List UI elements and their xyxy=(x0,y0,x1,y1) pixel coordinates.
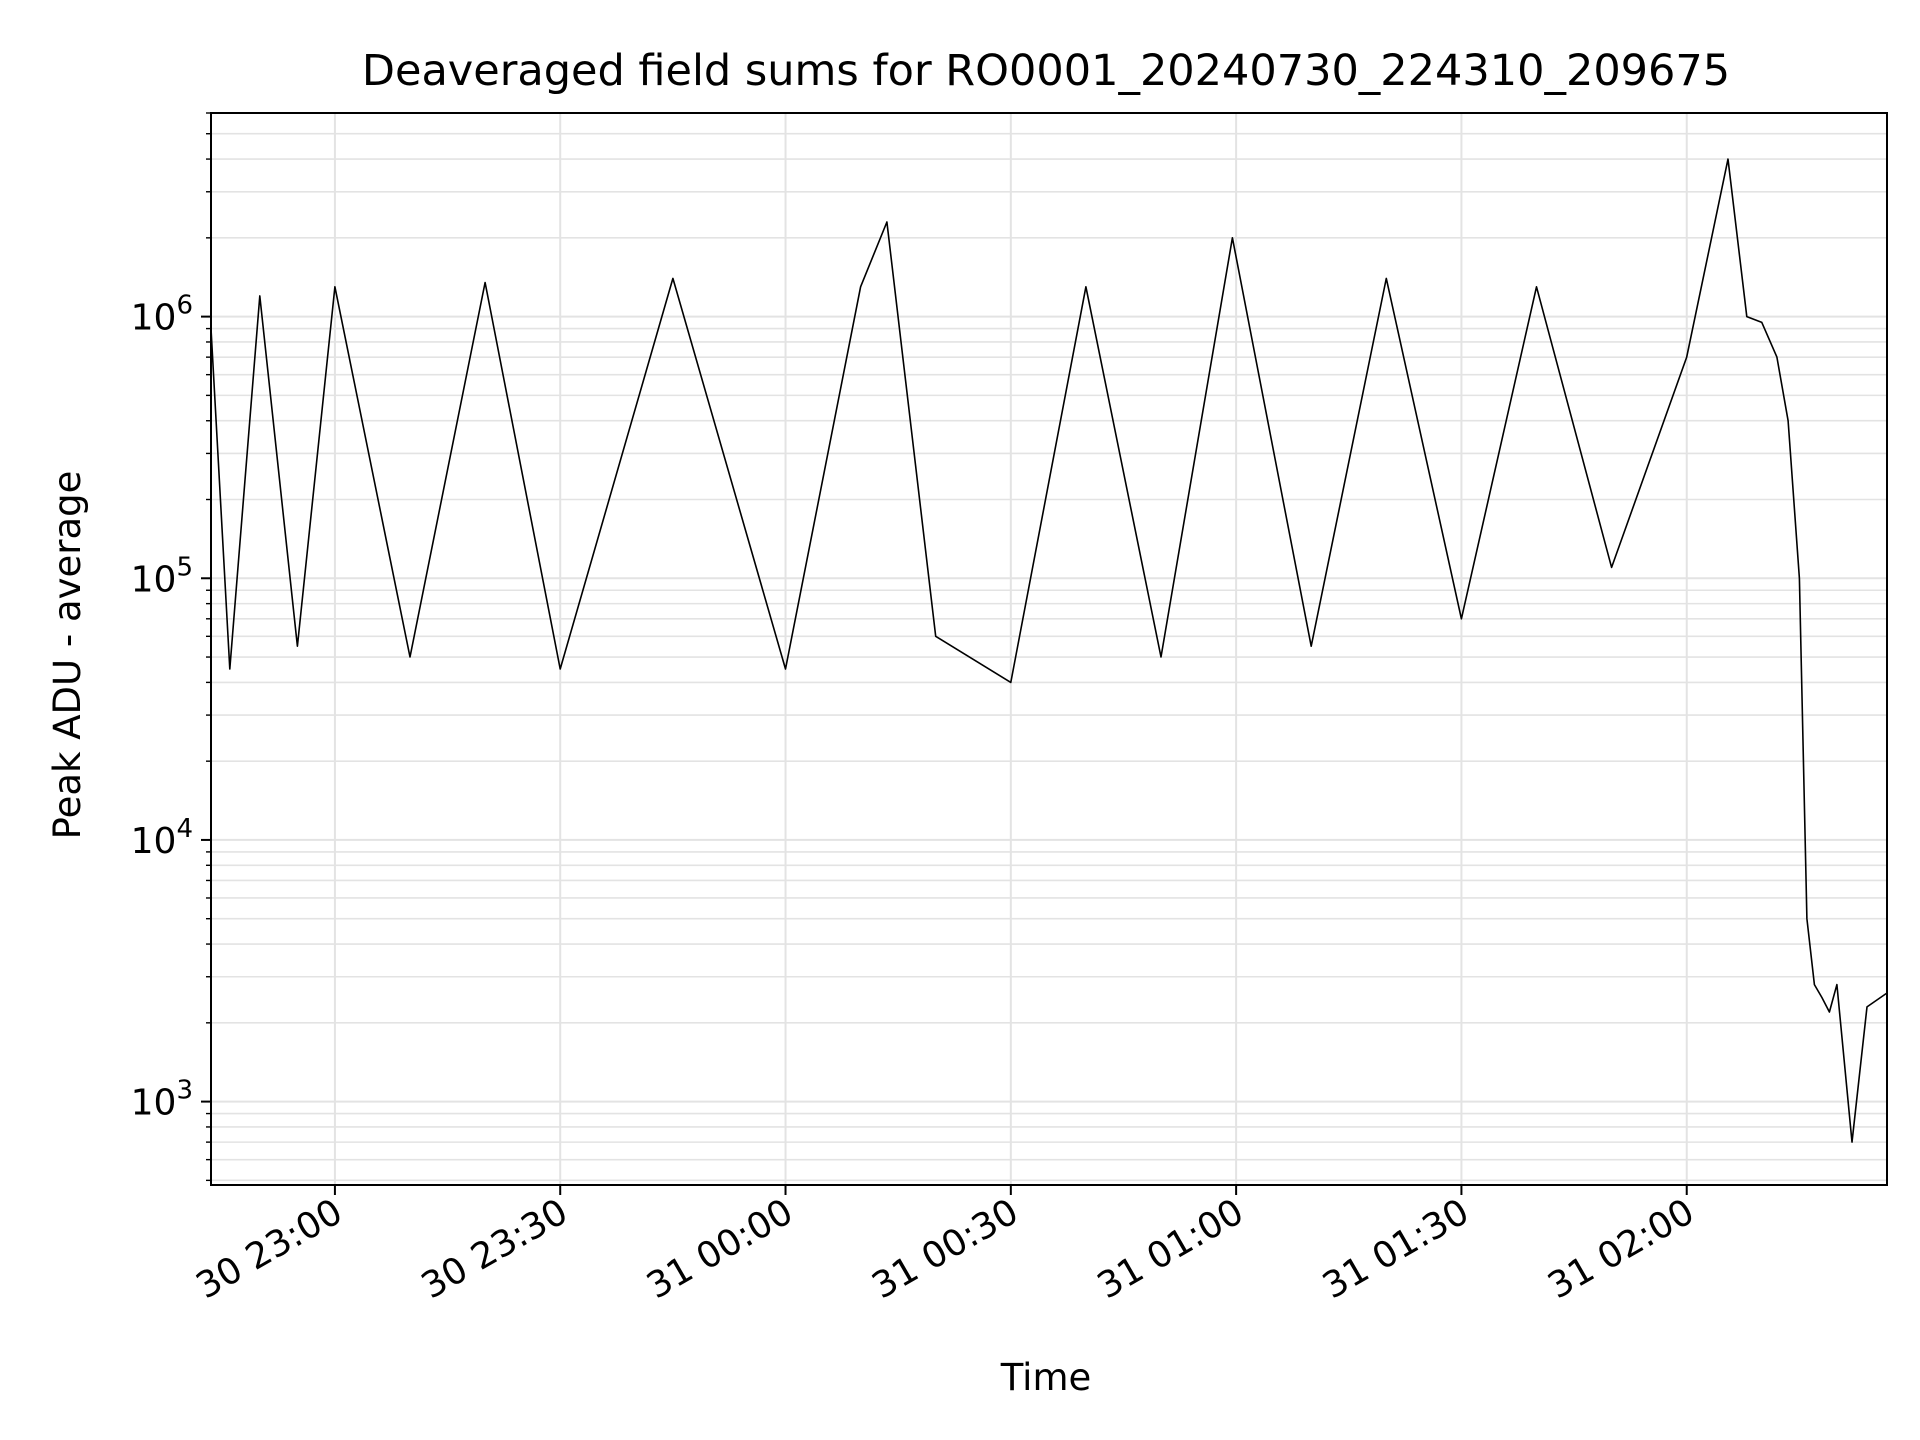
y-tick-label: 105 xyxy=(131,552,193,600)
plot-frame xyxy=(210,112,1888,1186)
series-line xyxy=(210,158,1888,1143)
y-axis-label: Peak ADU - average xyxy=(46,471,89,840)
chart-title: Deaveraged field sums for RO0001_2024073… xyxy=(362,46,1730,96)
y-axis: 103 104 105 106 xyxy=(131,112,211,1182)
grid xyxy=(211,112,1887,1185)
y-tick-label: 106 xyxy=(131,291,193,339)
y-tick-label: 103 xyxy=(131,1076,193,1124)
y-tick-label: 104 xyxy=(131,814,193,862)
x-axis-label: Time xyxy=(1000,1356,1092,1399)
series-layer xyxy=(210,158,1888,1143)
